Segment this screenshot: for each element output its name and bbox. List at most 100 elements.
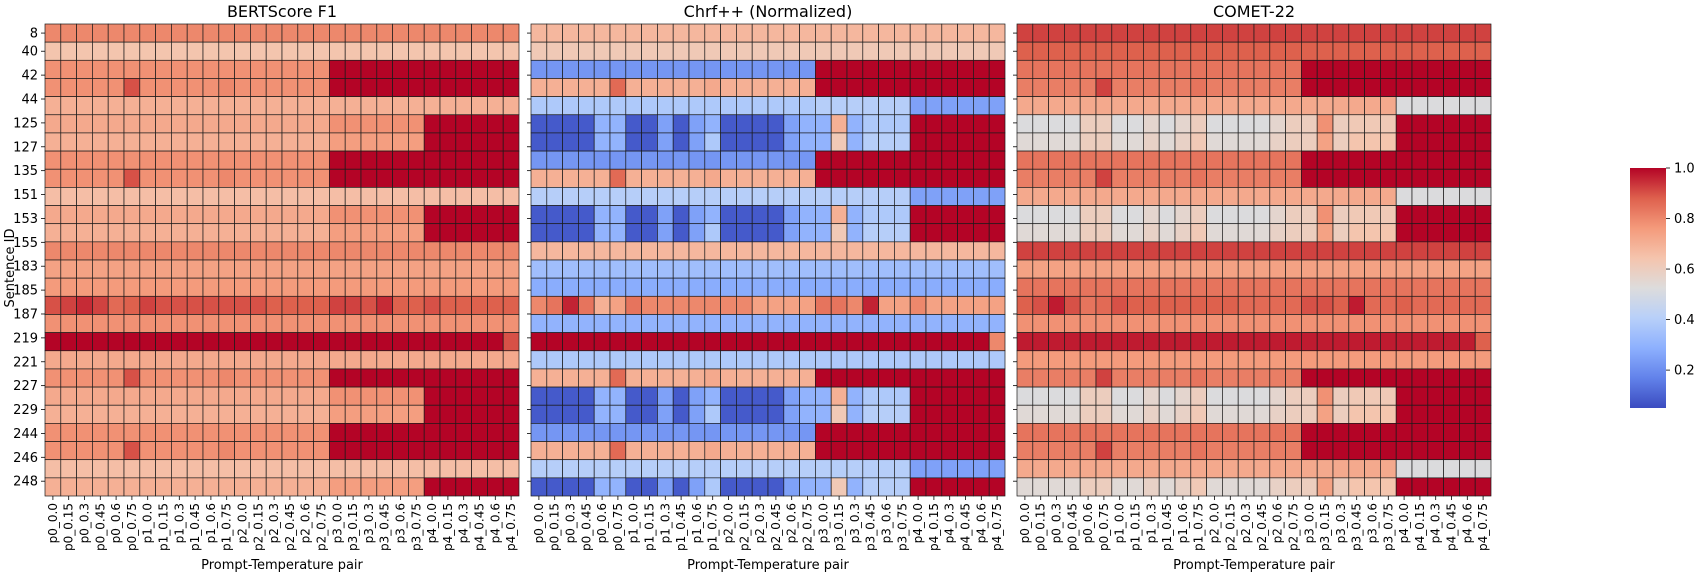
heatmap-cell [44,150,62,170]
heatmap-cell [1079,205,1097,225]
heatmap-cell [941,223,958,243]
heatmap-cell [1395,187,1413,206]
heatmap-cell [530,368,548,388]
heatmap-cell [688,114,706,134]
heatmap-cell [641,223,658,243]
heatmap-cell [360,295,378,315]
heatmap-cell [408,386,425,406]
heatmap-cell [1111,404,1128,424]
heatmap-cell [1222,295,1239,315]
heatmap-cell [1301,459,1318,479]
heatmap-cell [1237,350,1255,370]
heatmap-cell [909,295,927,315]
heatmap-cell [751,132,769,152]
heatmap-cell [830,150,848,170]
heatmap-cell [973,332,990,352]
x-tick-labels: p0_0.0 p0_0.15 p0_0.3 p0_0.45 p0_0.6 p0_0.75 p… [532,496,1004,551]
heatmap-cell [1395,368,1413,388]
heatmap-cell [1364,150,1381,170]
heatmap-cell [202,132,220,152]
x-tick-label: p4_0.3 [457,503,471,543]
heatmap-cell [988,332,1006,352]
heatmap-cell [1348,441,1365,461]
heatmap-cell [736,295,753,315]
heatmap-cell [139,150,156,170]
heatmap-cell [672,459,690,479]
heatmap-cell [704,477,721,497]
x-tick-label: p3_0.6 [880,503,894,543]
heatmap-cell [1174,114,1192,134]
heatmap-cell [1190,459,1207,479]
heatmap-cell [171,441,188,461]
heatmap-cell [1332,168,1350,188]
heatmap-cell [76,350,93,370]
heatmap-cell [1095,132,1113,152]
heatmap-cell [625,386,642,406]
x-tick-label: p3_0.3 [1334,503,1348,543]
heatmap-cell [408,404,425,424]
heatmap-cell [815,132,832,152]
heatmap-cell [830,205,848,225]
heatmap-cell [313,168,330,188]
heatmap-cell [76,114,93,134]
heatmap-cell [783,96,800,116]
x-tick-label: p1_0.6 [690,503,704,543]
heatmap-cell [376,114,393,134]
heatmap-cell [1427,441,1444,461]
heatmap-cell [546,59,563,79]
heatmap-cell [297,23,314,43]
heatmap-cell [767,168,785,188]
heatmap-cell [878,404,895,424]
heatmap-cell [957,314,974,333]
heatmap-cell [751,259,769,279]
heatmap-cell [862,59,879,79]
colorbar-tick-label: 1.0 [1674,162,1695,177]
heatmap-cell [281,150,299,170]
heatmap-cell [218,41,235,61]
heatmap-cell [988,459,1006,479]
heatmap-cell [408,59,425,79]
heatmap-cell [250,150,267,170]
heatmap-cell [641,423,658,442]
heatmap-cell [1332,96,1350,116]
heatmap-cell [76,223,93,243]
heatmap-cell [455,23,472,43]
heatmap-cell [688,423,706,442]
heatmap-cell [1143,332,1160,352]
heatmap-cell [1206,314,1223,333]
heatmap-cell [925,59,943,79]
heatmap-cell [218,459,235,479]
heatmap-cell [609,314,627,333]
heatmap-cell [1237,423,1255,442]
heatmap-cell [155,187,172,206]
heatmap-cell [641,259,658,279]
heatmap-cell [60,187,77,206]
heatmap-cell [439,59,457,79]
heatmap-cell [815,404,832,424]
heatmap-cell [751,78,769,97]
heatmap-cell [1348,477,1365,497]
heatmap-cell [1380,114,1397,134]
heatmap-cell [1380,241,1397,261]
heatmap-cell [107,259,125,279]
heatmap-cell [657,23,674,43]
heatmap-cell [1474,59,1492,79]
heatmap-cell [329,459,346,479]
heatmap-cell [783,404,800,424]
heatmap-cell [202,314,220,333]
heatmap-cell [672,132,690,152]
heatmap-cell [1316,59,1334,79]
heatmap-cell [1158,259,1176,279]
heatmap-cell [455,459,472,479]
heatmap-cell [1411,332,1429,352]
heatmap-cell [392,441,409,461]
heatmap-cell [1079,259,1097,279]
heatmap-cell [1032,23,1049,43]
heatmap-cell [1301,187,1318,206]
heatmap-cell [1222,259,1239,279]
heatmap-cell [123,386,141,406]
heatmap-cell [1222,168,1239,188]
heatmap-cell [1079,78,1097,97]
heatmap-cell [1332,132,1350,152]
heatmap-cell [1427,59,1444,79]
